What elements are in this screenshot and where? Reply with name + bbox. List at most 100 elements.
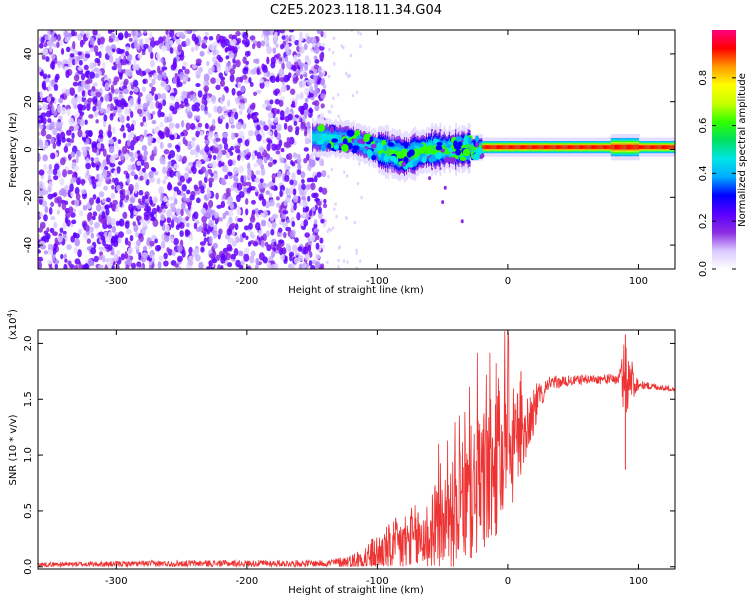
spectrogram-noise-cell [74,199,80,207]
spectrogram-noise-cell [220,76,226,81]
spectrogram-noise-cell [200,188,205,194]
spectrogram-signal-cell [642,145,644,149]
spectrogram-noise-cell [239,103,246,111]
spectrogram-noise-cell [305,184,312,190]
spectrogram-noise-cell [84,53,91,59]
spectrogram-noise-cell [157,130,163,137]
spectrogram-noise-cell [179,175,186,183]
spectrogram-noise-cell [239,264,244,269]
spectrogram-signal-cell [659,145,662,149]
spectrogram-noise-cell [59,39,64,47]
spectrogram-noise-cell [284,56,289,63]
spectrogram-noise-cell [87,258,93,267]
spectrogram-signal-cell [502,145,504,149]
spectrogram-noise-cell [76,33,81,40]
spectrogram-noise-cell [237,217,244,223]
spectrogram-noise-cell [265,230,270,237]
spectrogram-noise-cell [71,132,75,139]
spectrogram-signal-cell [569,145,571,149]
spectrogram-noise-cell [187,111,193,119]
spectrogram-noise-cell [185,216,190,222]
spectrogram-signal-cell [501,145,503,149]
spectrogram-noise-cell [41,54,46,60]
spectrogram-noise-cell [136,32,143,37]
spectrogram-signal-cell [635,144,638,150]
spectrogram-noise-cell [293,202,297,211]
spectrogram-signal-cell [313,134,315,142]
spectrogram-noise-cell [124,250,128,260]
spectrogram-noise-cell [47,74,51,79]
spectrogram-noise-cell [318,72,324,78]
spectrogram-noise-cell [86,238,92,244]
spectrogram-noise-cell [40,112,47,118]
spectrogram-noise-cell [127,247,134,255]
spectrogram-signal-cell [573,145,575,149]
spectrogram-signal-blob [440,148,445,153]
spectrogram-noise-cell [109,163,116,168]
spectrogram-noise-cell [125,50,129,57]
spectrogram-noise-cell [98,50,102,59]
spectrogram-noise-cell [355,266,358,269]
spectrogram-noise-cell [306,121,311,130]
spectrogram-noise-cell [95,119,99,124]
spectrogram-noise-cell [315,253,321,260]
spectrogram-noise-cell [124,189,131,197]
spectrogram-noise-cell [276,53,281,58]
spectrogram-noise-cell [207,154,213,159]
spectrogram-noise-cell [276,202,281,208]
spectrogram-noise-cell [240,86,246,93]
spectrogram-noise-cell [234,96,240,103]
spectrogram-noise-cell [246,187,251,194]
spectrogram-noise-cell [212,173,219,181]
spectrogram-noise-cell [346,260,349,264]
spectrogram-noise-cell [96,142,102,150]
spectrogram-noise-cell [308,259,313,267]
spectrogram-noise-cell [181,184,187,192]
spectrogram-noise-cell [229,74,235,83]
spectrogram-noise-cell [271,124,277,130]
spectrogram-noise-cell [243,78,250,84]
spectrogram-signal-cell [339,134,342,144]
spectrogram-noise-cell [74,238,81,247]
spectrogram-noise-cell [151,119,157,125]
spectrogram-noise-cell [52,192,58,197]
spectrogram-noise-cell [237,137,243,144]
spectrogram-noise-cell [50,137,55,145]
spectrogram-noise-cell [118,218,125,227]
spectrogram-signal-cell [497,145,500,149]
spectrogram-noise-cell [189,194,195,201]
spectrogram-signal-cell [608,145,611,149]
spectrogram-noise-cell [71,58,76,66]
spectrogram-noise-cell [105,236,112,243]
spectrogram-noise-cell [68,117,74,126]
spectrogram-noise-cell [90,232,95,239]
spectrogram-signal-cell [629,144,632,150]
spectrogram-signal-cell [394,150,397,159]
spectrogram-noise-cell [208,35,214,41]
spectrogram-noise-cell [266,56,270,65]
spectrogram-noise-cell [109,30,115,33]
spectrogram-noise-cell [57,104,62,113]
spectrogram-noise-cell [148,170,154,179]
spectrogram-noise-cell [249,35,256,41]
spectrogram-noise-cell [327,174,330,179]
spectrogram-noise-cell [320,103,325,109]
spectrogram-signal-cell [469,145,472,151]
spectrogram-signal-cell [587,145,590,149]
spectrogram-signal-cell [531,145,534,149]
spectrogram-noise-cell [139,175,144,181]
spectrogram-noise-cell [207,206,212,215]
spectrogram-signal-cell [559,145,562,149]
spectrogram-noise-cell [291,65,297,72]
spectrogram-signal-cell [611,144,614,150]
spectrogram-noise-cell [173,198,178,205]
spectrogram-signal-cell [512,145,515,149]
spectrogram-noise-cell [125,46,130,51]
spectrogram-noise-cell [81,146,87,152]
spectrogram-noise-cell [247,241,252,247]
spectrogram-signal-cell [551,145,554,149]
spectrogram-noise-cell [242,56,247,64]
spectrogram-noise-cell [39,180,44,189]
spectrogram-noise-cell [259,178,264,184]
spectrogram-noise-cell [141,51,146,56]
